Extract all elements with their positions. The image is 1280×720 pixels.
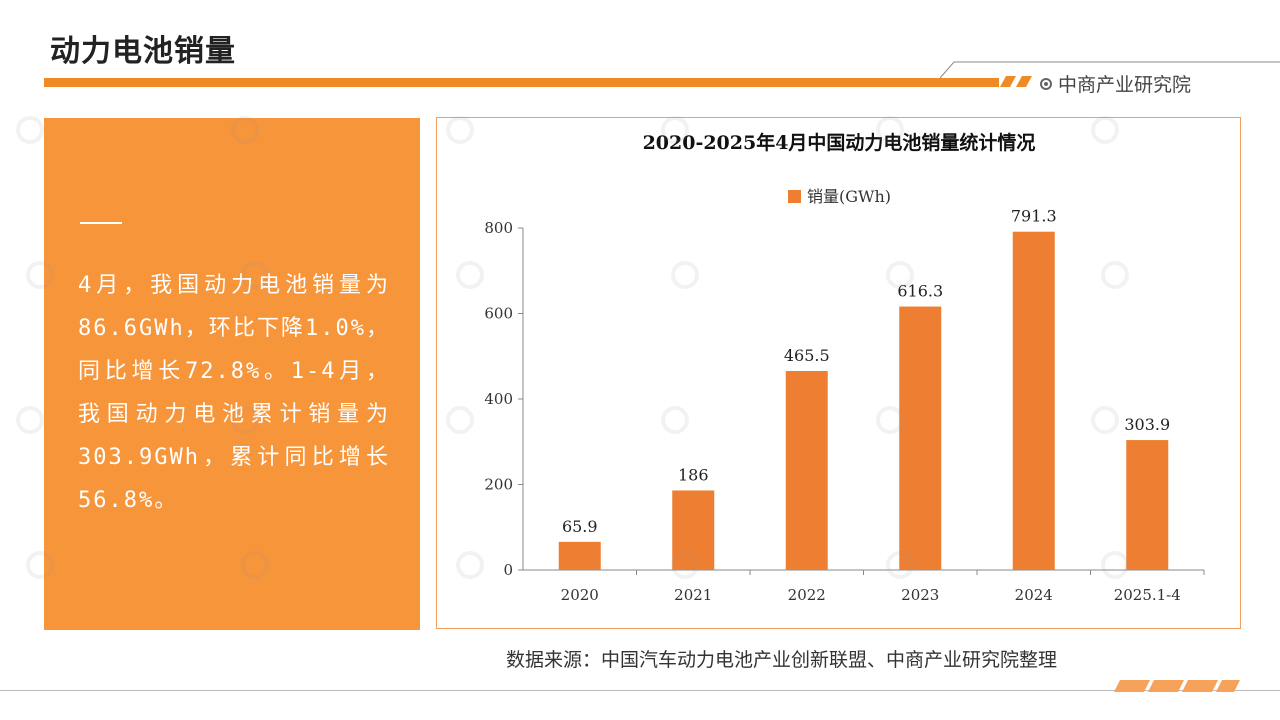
y-tick-label: 800 [484,219,513,237]
brand-logo-icon [1040,77,1052,90]
x-tick-label: 2024 [1015,586,1053,604]
bar [672,490,715,570]
bar [899,306,942,570]
y-tick-label: 0 [503,561,513,579]
y-tick-label: 400 [484,390,513,408]
y-tick-label: 600 [484,305,513,323]
data-label: 186 [678,465,709,484]
data-label: 303.9 [1124,415,1170,434]
bar [1126,440,1169,570]
brand-name: 中商产业研究院 [1058,74,1192,96]
source-note: 数据来源：中国汽车动力电池产业创新联盟、中商产业研究院整理 [506,649,1058,671]
y-tick-label: 200 [484,476,513,494]
legend-label: 销量(GWh) [807,187,891,206]
data-label: 465.5 [784,346,830,365]
header-slashes-icon [1000,76,1032,87]
footer-slashes-icon [1114,680,1240,692]
data-label: 616.3 [897,282,943,301]
bottom-divider [0,690,1280,691]
x-tick-label: 2020 [561,586,599,604]
x-tick-label: 2023 [901,586,939,604]
bar [1012,231,1055,571]
data-label: 791.3 [1011,207,1057,226]
x-tick-label: 2025.1-4 [1114,586,1181,604]
header-deco-line [940,61,1280,79]
info-divider [80,222,122,224]
watermark-mark [16,116,44,144]
legend-swatch [788,190,801,203]
x-tick-label: 2022 [788,586,826,604]
watermark-mark [16,406,44,434]
page-title: 动力电池销量 [50,34,236,69]
data-label: 65.9 [562,517,598,536]
info-text: 4月，我国动力电池销量为86.6GWh，环比下降1.0%，同比增长72.8%。1… [78,273,390,513]
chart-title: 2020-2025年4月中国动力电池销量统计情况 [643,131,1036,154]
bar [558,541,601,570]
bar [785,370,828,570]
info-panel: 4月，我国动力电池销量为86.6GWh，环比下降1.0%，同比增长72.8%。1… [44,118,420,630]
brand: 中商产业研究院 [1040,70,1191,97]
x-tick-label: 2021 [674,586,712,604]
header-accent-bar [44,78,999,87]
chart-box: 2020-2025年4月中国动力电池销量统计情况销量(GWh) 0 200 400 60… [436,117,1241,629]
